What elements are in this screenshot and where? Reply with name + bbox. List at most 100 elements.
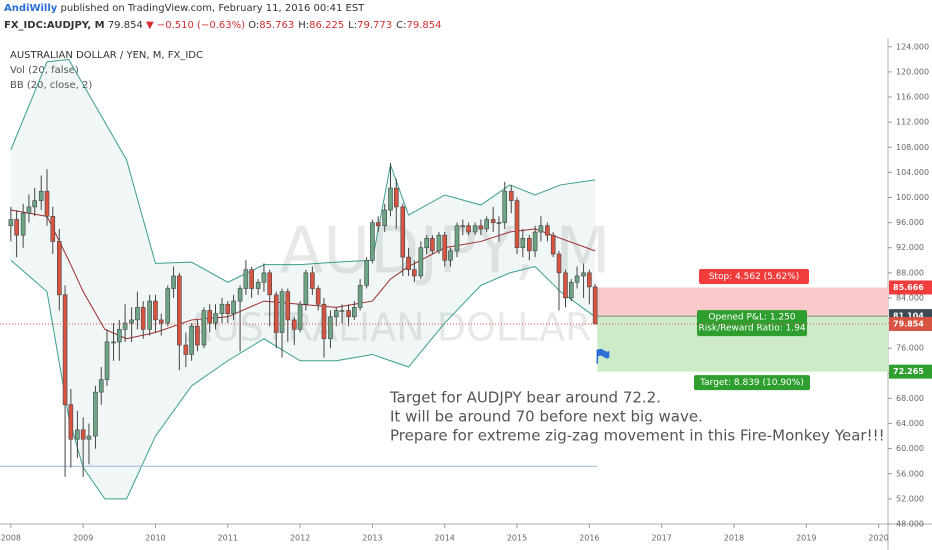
candle-body [158, 319, 164, 324]
x-tick-label: 2012 [290, 534, 310, 543]
stop-price-tag-box [889, 280, 932, 295]
candle-body [574, 275, 580, 283]
flag-cloth [597, 348, 610, 359]
flag-icon [596, 348, 610, 364]
x-tick-label: 2016 [579, 534, 599, 543]
candle-body [171, 275, 176, 289]
candle-body [587, 272, 592, 288]
ohlc-value: 79.854 [406, 20, 442, 31]
target-label: Target: 8.839 (10.90%) [699, 378, 804, 388]
candle-body [129, 319, 134, 324]
annotation-line: It will be around 70 before next big wav… [390, 408, 703, 426]
ohlc-key: H: [298, 20, 310, 31]
candle-body [195, 325, 200, 346]
ohlc-key: C: [396, 20, 407, 31]
x-tick-label: 2009 [73, 534, 93, 543]
change: ▼ −0.510 (−0.63%) [146, 20, 246, 31]
y-tick-label: 120.000 [896, 67, 929, 76]
candle-body [448, 250, 453, 261]
candle-body [68, 404, 74, 440]
publish-line: AndiWilly published on TradingView.com, … [4, 3, 364, 14]
candle-body [292, 319, 297, 330]
y-tick-label: 56.000 [896, 469, 924, 478]
x-tick-label: 2014 [435, 534, 455, 543]
candle-body [93, 391, 98, 437]
stop-label-box [699, 268, 809, 284]
y-tick-label: 52.000 [896, 494, 924, 503]
y-tick-label: 100.000 [896, 193, 929, 202]
candle-body [568, 281, 574, 299]
candle-body [147, 300, 152, 330]
candle-body [545, 225, 550, 236]
candle-body [26, 206, 32, 214]
candle-body [375, 222, 381, 227]
candle-body [352, 307, 357, 318]
candle-body [8, 219, 14, 227]
x-tick-label: 2015 [507, 534, 527, 543]
candle-body [406, 256, 411, 270]
candle-body [117, 329, 122, 343]
y-tick-label: 108.000 [896, 143, 929, 152]
candle-body [231, 300, 236, 314]
candle-body [14, 219, 19, 236]
candle-body [321, 303, 327, 340]
candle-body [508, 190, 514, 201]
candle-body [201, 310, 207, 346]
candle-body [135, 307, 140, 321]
ohlc-value: 86.225 [309, 20, 345, 31]
candle-body [177, 275, 182, 346]
symbol: FX_IDC:AUDJPY, M [4, 20, 105, 31]
stop-price-tag: 85.666 [893, 283, 924, 292]
author[interactable]: AndiWilly [4, 3, 58, 14]
candle-body [490, 219, 496, 223]
candle-body [225, 303, 231, 314]
header: AndiWilly published on TradingView.com, … [0, 0, 932, 38]
last-price-tag-box [889, 316, 932, 331]
candle-body [267, 272, 273, 296]
indicator-label: BB (20, close, 2) [10, 80, 92, 91]
candle-body [581, 272, 586, 277]
candle-body [315, 288, 321, 305]
x-tick-label: 2020 [868, 534, 888, 543]
x-tick-label: 2019 [796, 534, 816, 543]
candle-body [478, 225, 484, 230]
candle-body [297, 303, 303, 330]
price: 79.854 [107, 20, 143, 31]
candle-body [207, 310, 213, 324]
candle-body [382, 209, 388, 227]
x-tick-label: 2017 [651, 534, 671, 543]
candle-body [538, 225, 544, 233]
candle-body [418, 247, 424, 277]
ohlc-key: O: [248, 20, 260, 31]
candle-body [44, 190, 50, 217]
candle-body [243, 269, 249, 289]
candle-body [261, 272, 267, 283]
y-tick-label: 64.000 [896, 419, 924, 428]
x-tick-label: 2010 [145, 534, 165, 543]
candle-body [98, 379, 104, 393]
ohlc-value: 79.773 [357, 20, 393, 31]
candle-body [80, 429, 86, 440]
candle-body [213, 313, 218, 324]
ohlc-key: L: [348, 20, 358, 31]
last-price-tag: 79.854 [893, 319, 924, 328]
pnl-box [697, 310, 807, 337]
candle-body [484, 219, 489, 230]
candle-body [20, 212, 26, 236]
bb-lower [10, 259, 596, 500]
x-tick-label: 2018 [724, 534, 744, 543]
candle-body [346, 310, 351, 318]
candle-body [50, 216, 56, 242]
candle-body [339, 310, 345, 312]
candle-body [412, 269, 417, 277]
candle-body [273, 294, 279, 333]
y-tick-label: 48.000 [896, 520, 924, 529]
candle-body [279, 291, 285, 333]
symbol-line: FX_IDC:AUDJPY, M 79.854 ▼ −0.510 (−0.63%… [4, 20, 445, 31]
indicator-label: Vol (20, false) [10, 65, 79, 76]
candle-body [38, 190, 44, 201]
candle-body [75, 429, 80, 440]
published: published on TradingView.com, February 1… [60, 3, 365, 14]
candle-body [556, 253, 562, 274]
